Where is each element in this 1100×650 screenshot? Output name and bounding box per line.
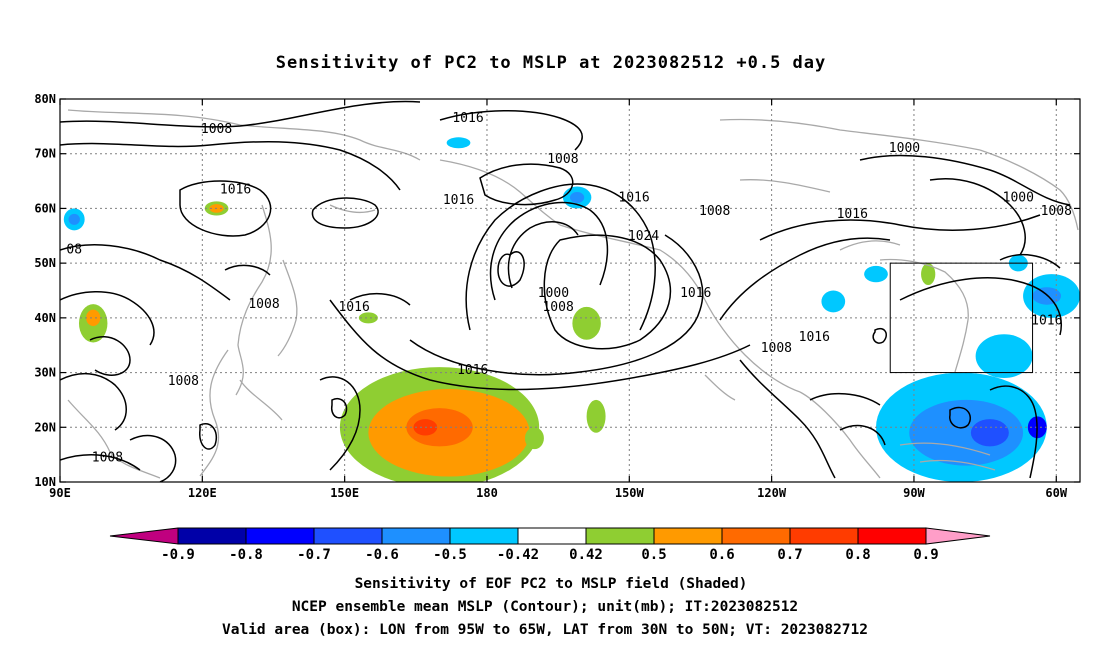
footer-captions: Sensitivity of EOF PC2 to MSLP field (Sh…	[222, 576, 868, 638]
lat-tick-label: 10N	[34, 475, 56, 489]
map-title: Sensitivity of PC2 to MSLP at 2023082512…	[276, 53, 827, 73]
contour-label: 1016	[1031, 314, 1062, 329]
colorbar-low-triangle	[109, 527, 179, 545]
map-axes: 10N 20N 30N 40N 50N 60N 70N 80N 90E 120E 150E 180 15…	[34, 92, 1080, 500]
shaded-region	[86, 309, 101, 327]
contour-label: 1016	[680, 286, 711, 301]
contour-label: 1008	[547, 152, 578, 167]
colorbar-label: -0.42	[497, 547, 539, 563]
contour-label: 1000	[889, 141, 920, 156]
contour-label: 1008	[1041, 204, 1072, 219]
contour-label: 1008	[699, 204, 730, 219]
shaded-region	[572, 306, 601, 340]
map-frame	[59, 98, 1081, 483]
contour-label: 1016	[618, 190, 649, 205]
lon-tick-label: 60W	[1045, 486, 1067, 500]
lon-tick-label: 150E	[330, 486, 359, 500]
contour-label: 08	[66, 242, 82, 257]
contour-label: 1000	[1003, 190, 1034, 205]
shaded-region	[406, 408, 473, 447]
valid-area-box	[889, 262, 1034, 374]
colorbar-box	[177, 527, 247, 545]
colorbar-label: -0.9	[161, 547, 195, 563]
caption-contour: NCEP ensemble mean MSLP (Contour); unit(…	[292, 599, 798, 615]
shaded-region	[975, 334, 1033, 379]
colorbar-label: 0.7	[777, 547, 802, 563]
lon-tick-label: 120E	[188, 486, 217, 500]
mslp-contours	[60, 100, 1071, 482]
contour-label: 1008	[201, 122, 232, 137]
colorbar-label: 0.42	[569, 547, 603, 563]
colorbar: -0.9 -0.8 -0.7 -0.6 -0.5 -0.42 0.42 0.5 0.6 0.7 0.…	[109, 527, 991, 563]
contour-label: 1008	[761, 341, 792, 356]
colorbar-high-triangle	[925, 527, 991, 545]
colorbar-box	[449, 527, 519, 545]
lat-tick-label: 30N	[34, 366, 56, 380]
lat-tick-label: 70N	[34, 147, 56, 161]
shaded-region	[446, 137, 471, 149]
contour-label: 1016	[837, 207, 868, 222]
contour-label: 1016	[452, 111, 483, 126]
shaded-region	[864, 265, 888, 283]
caption-valid-area: Valid area (box): LON from 95W to 65W, L…	[222, 622, 868, 638]
contour-label: 1016	[443, 193, 474, 208]
lat-tick-label: 40N	[34, 311, 56, 325]
colorbar-box	[313, 527, 383, 545]
shaded-region	[570, 192, 585, 203]
colorbar-label: -0.8	[229, 547, 263, 563]
contour-label: 1000	[538, 286, 569, 301]
contour-label: 1008	[248, 297, 279, 312]
colorbar-label: 0.6	[709, 547, 734, 563]
contour-label: 1016	[338, 300, 369, 315]
colorbar-box	[381, 527, 451, 545]
contour-label: 1016	[220, 182, 251, 197]
shaded-region	[970, 419, 1009, 447]
shaded-region	[921, 263, 936, 286]
contour-label: 1016	[799, 330, 830, 345]
shaded-region	[821, 290, 846, 313]
colorbar-label: 0.9	[913, 547, 938, 563]
shaded-region	[524, 427, 544, 450]
shaded-region	[586, 399, 606, 433]
shaded-region	[909, 399, 1024, 466]
shaded-region	[68, 213, 80, 225]
colorbar-label: -0.5	[433, 547, 467, 563]
contour-label: 1008	[168, 374, 199, 389]
colorbar-box	[517, 527, 587, 545]
colorbar-label: 0.5	[641, 547, 666, 563]
lon-tick-label: 90E	[49, 486, 71, 500]
lon-tick-label: 120W	[757, 486, 787, 500]
colorbar-label: -0.7	[297, 547, 331, 563]
colorbar-box	[585, 527, 655, 545]
lat-tick-label: 60N	[34, 201, 56, 215]
colorbar-box	[857, 527, 927, 545]
lat-tick-label: 20N	[34, 420, 56, 434]
caption-shading: Sensitivity of EOF PC2 to MSLP field (Sh…	[355, 576, 748, 592]
lat-tick-label: 80N	[34, 92, 56, 106]
lon-tick-label: 90W	[903, 486, 925, 500]
shaded-region	[358, 312, 378, 324]
colorbar-box	[721, 527, 791, 545]
contour-label: 1024	[628, 229, 659, 244]
lat-tick-label: 50N	[34, 256, 56, 270]
lon-tick-label: 180	[476, 486, 498, 500]
contour-label: 1016	[457, 363, 488, 378]
lon-tick-label: 150W	[615, 486, 645, 500]
contour-label: 1008	[92, 450, 123, 465]
colorbar-box	[245, 527, 315, 545]
contour-label: 1016	[1079, 210, 1100, 225]
coastlines	[67, 109, 1079, 479]
colorbar-label: -0.6	[365, 547, 399, 563]
shaded-region	[1032, 287, 1062, 305]
contour-label: 1008	[542, 300, 573, 315]
colorbar-box	[789, 527, 859, 545]
colorbar-box	[653, 527, 723, 545]
colorbar-label: 0.8	[845, 547, 870, 563]
